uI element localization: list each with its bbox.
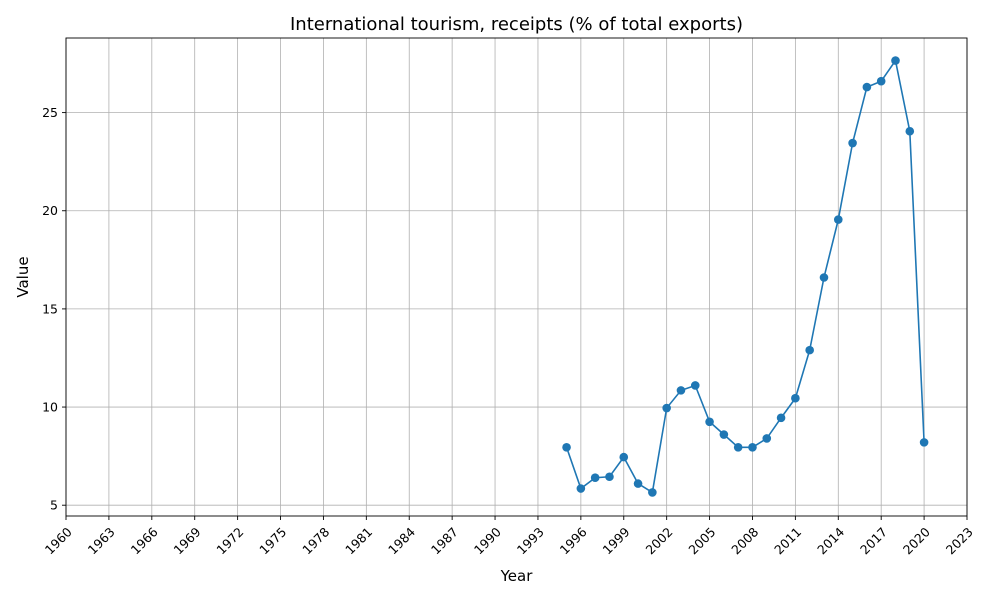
data-point [805, 345, 814, 355]
data-point [876, 76, 886, 86]
data-point [833, 215, 843, 224]
data-point [862, 82, 872, 92]
x-tick-label: 1984 [385, 524, 418, 557]
x-tick-label: 1975 [256, 524, 289, 557]
x-tick-label: 1993 [514, 524, 547, 557]
series-layer [562, 56, 929, 497]
y-tick-label: 25 [42, 105, 58, 120]
x-tick-label: 2020 [900, 524, 933, 557]
data-point [562, 442, 571, 452]
x-tick-label: 2017 [857, 524, 890, 557]
data-point [648, 488, 657, 497]
x-tick-label: 1969 [171, 524, 204, 557]
data-point [605, 472, 614, 482]
x-tick-label: 2005 [685, 524, 718, 557]
x-tick-label: 1978 [299, 524, 332, 557]
x-tick-label: 2023 [943, 524, 976, 557]
x-tick-label: 2002 [642, 524, 675, 557]
y-axis: 5 10 15 20 25 [42, 105, 66, 513]
data-point [619, 452, 629, 462]
data-point [819, 273, 829, 282]
data-point [705, 417, 714, 427]
x-tick-label: 2014 [814, 524, 847, 557]
x-axis-label: Year [500, 567, 534, 585]
x-tick-label: 1987 [428, 524, 461, 557]
x-axis: 1960 1963 1966 1969 1972 1975 1978 1981 1984 1987… [42, 516, 976, 557]
x-tick-label: 1990 [471, 524, 504, 557]
data-point [690, 381, 700, 390]
data-point [576, 484, 586, 493]
x-tick-label: 2008 [728, 524, 761, 557]
x-tick-label: 1972 [213, 524, 246, 557]
y-axis-label: Value [14, 256, 32, 297]
grid [65, 38, 968, 516]
plot-frame [65, 37, 968, 517]
series-line [565, 58, 925, 494]
y-tick-label: 20 [42, 203, 58, 218]
x-tick-label: 1963 [85, 524, 118, 557]
data-point [848, 138, 857, 148]
data-point [891, 56, 900, 65]
data-point [776, 413, 786, 423]
data-point [633, 479, 643, 488]
data-point [733, 442, 743, 452]
y-tick-label: 10 [42, 400, 58, 415]
data-point [676, 386, 686, 395]
data-point [662, 403, 671, 413]
data-point [791, 393, 800, 403]
x-tick-label: 1966 [128, 524, 161, 557]
y-tick-label: 15 [42, 301, 58, 316]
data-point [905, 126, 915, 136]
x-tick-label: 1996 [557, 524, 590, 557]
x-tick-label: 1999 [600, 524, 633, 557]
x-tick-label: 2011 [771, 524, 804, 557]
data-point [719, 430, 729, 439]
y-tick-label: 5 [50, 498, 58, 513]
data-point [762, 434, 772, 443]
data-point [748, 442, 757, 452]
x-tick-label: 1981 [342, 524, 375, 557]
chart-title: International tourism, receipts (% of to… [290, 14, 743, 35]
data-point [590, 473, 600, 483]
data-point [919, 438, 929, 447]
x-tick-label: 1960 [42, 524, 75, 557]
